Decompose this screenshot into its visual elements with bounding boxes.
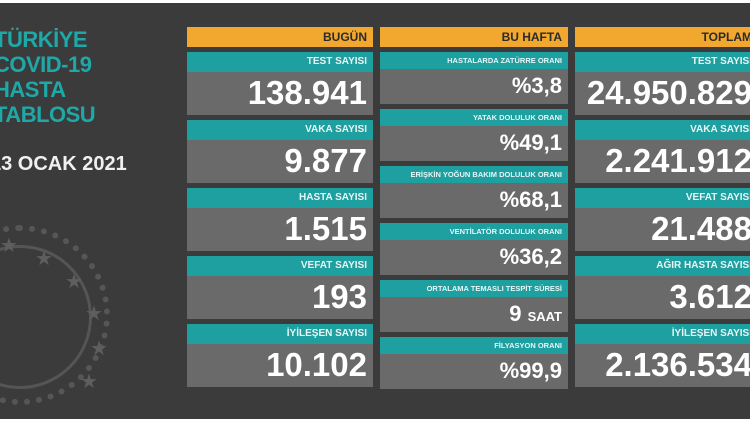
- week-stat-card: YATAK DOLULUK ORANI %49,1: [380, 109, 568, 161]
- star-icon: ★: [85, 303, 103, 325]
- stat-value: 138.941: [187, 72, 373, 114]
- stat-number: 9.877: [284, 142, 367, 179]
- week-stat-card: VENTİLATÖR DOLULUK ORANI %36,2: [380, 223, 568, 275]
- stat-value: %36,2: [380, 240, 568, 275]
- stat-value: 3.612: [575, 276, 750, 318]
- stat-value: 24.950.829: [575, 72, 750, 114]
- stat-number: 21.488: [651, 210, 750, 247]
- title-line: TÜRKİYE: [0, 27, 88, 52]
- stat-label: İYİLEŞEN SAYISI: [187, 324, 373, 344]
- title-line: TABLOSU: [0, 102, 96, 127]
- stat-value: 2.241.912: [575, 140, 750, 182]
- total-header: TOPLAM: [575, 27, 750, 47]
- stat-label: HASTALARDA ZATÜRRE ORANI: [380, 52, 568, 69]
- star-icon: ★: [80, 371, 98, 393]
- stat-value: 9.877: [187, 140, 373, 182]
- stat-number: %36,2: [499, 244, 562, 269]
- stat-number: %3,8: [511, 73, 562, 98]
- stat-value: %49,1: [380, 126, 568, 161]
- star-icon: ★: [90, 338, 108, 360]
- title-line: HASTA: [0, 77, 66, 102]
- today-stat-card: HASTA SAYISI 1.515: [187, 188, 373, 251]
- stat-label: TEST SAYISI: [187, 52, 373, 72]
- stat-number: 138.941: [247, 74, 367, 111]
- week-column: BU HAFTA HASTALARDA ZATÜRRE ORANI %3,8 YA…: [380, 27, 568, 389]
- stat-value: 2.136.534: [575, 344, 750, 386]
- stat-label: FİLYASYON ORANI: [380, 337, 568, 354]
- stat-label: AĞIR HASTA SAYISI: [575, 256, 750, 276]
- stat-number: 193: [311, 278, 367, 315]
- stat-number: 2.136.534: [605, 346, 750, 383]
- stat-label: VAKA SAYISI: [575, 120, 750, 140]
- stat-label: İYİLEŞEN SAYISI: [575, 324, 750, 344]
- week-stat-card: FİLYASYON ORANI %99,9: [380, 337, 568, 389]
- stat-value: 1.515: [187, 208, 373, 250]
- today-header: BUGÜN: [187, 27, 373, 47]
- stat-label: ERİŞKİN YOĞUN BAKIM DOLULUK ORANI: [380, 166, 568, 183]
- today-stat-card: TEST SAYISI 138.941: [187, 52, 373, 115]
- total-stat-card: VEFAT SAYISI 21.488: [575, 188, 750, 251]
- total-stat-card: VAKA SAYISI 2.241.912: [575, 120, 750, 183]
- stat-value: %3,8: [380, 69, 568, 104]
- today-stat-card: VAKA SAYISI 9.877: [187, 120, 373, 183]
- week-header: BU HAFTA: [380, 27, 568, 47]
- stat-value: 9 SAAT: [380, 297, 568, 332]
- star-icon: ★: [0, 235, 18, 257]
- stat-number: %68,1: [499, 187, 562, 212]
- stat-number: 10.102: [266, 346, 367, 383]
- stat-label: VAKA SAYISI: [187, 120, 373, 140]
- stat-value: %99,9: [380, 354, 568, 389]
- stat-label: VENTİLATÖR DOLULUK ORANI: [380, 223, 568, 240]
- stat-label: YATAK DOLULUK ORANI: [380, 109, 568, 126]
- total-stat-card: TEST SAYISI 24.950.829: [575, 52, 750, 115]
- week-stat-card: ORTALAMA TEMASLI TESPİT SÜRESİ 9 SAAT: [380, 280, 568, 332]
- total-stat-card: AĞIR HASTA SAYISI 3.612: [575, 256, 750, 319]
- total-stat-card: İYİLEŞEN SAYISI 2.136.534: [575, 324, 750, 387]
- stat-number: %49,1: [499, 130, 562, 155]
- star-icon: ★: [35, 248, 53, 270]
- stat-label: TEST SAYISI: [575, 52, 750, 72]
- stat-label: ORTALAMA TEMASLI TESPİT SÜRESİ: [380, 280, 568, 297]
- today-stat-card: VEFAT SAYISI 193: [187, 256, 373, 319]
- report-date: 13 OCAK 2021: [0, 153, 127, 175]
- title-line: COVID-19: [0, 52, 92, 77]
- week-stat-card: HASTALARDA ZATÜRRE ORANI %3,8: [380, 52, 568, 104]
- star-icon: ★: [65, 271, 83, 293]
- covid-table-panel: ★ ★ ★ ★ ★ ★ TÜRKİYE COVID-19 HASTA TABLO…: [0, 3, 750, 419]
- stat-value: 21.488: [575, 208, 750, 250]
- stat-value: %68,1: [380, 183, 568, 218]
- stat-label: VEFAT SAYISI: [187, 256, 373, 276]
- stat-number: 3.612: [669, 278, 750, 315]
- stat-value: 193: [187, 276, 373, 318]
- week-stat-card: ERİŞKİN YOĞUN BAKIM DOLULUK ORANI %68,1: [380, 166, 568, 218]
- stat-unit: SAAT: [527, 309, 562, 324]
- stat-number: 1.515: [284, 210, 367, 247]
- stat-number: 9: [509, 301, 522, 326]
- today-stat-card: İYİLEŞEN SAYISI 10.102: [187, 324, 373, 387]
- stat-number: %99,9: [499, 358, 562, 383]
- today-column: BUGÜN TEST SAYISI 138.941 VAKA SAYISI 9.877…: [187, 27, 373, 387]
- stat-number: 2.241.912: [605, 142, 750, 179]
- stat-value: 10.102: [187, 344, 373, 386]
- stat-number: 24.950.829: [586, 74, 750, 111]
- stat-label: VEFAT SAYISI: [575, 188, 750, 208]
- stat-label: HASTA SAYISI: [187, 188, 373, 208]
- total-column: TOPLAM TEST SAYISI 24.950.829 VAKA SAYISI 2…: [575, 27, 750, 387]
- page-title: TÜRKİYE COVID-19 HASTA TABLOSU: [0, 27, 96, 127]
